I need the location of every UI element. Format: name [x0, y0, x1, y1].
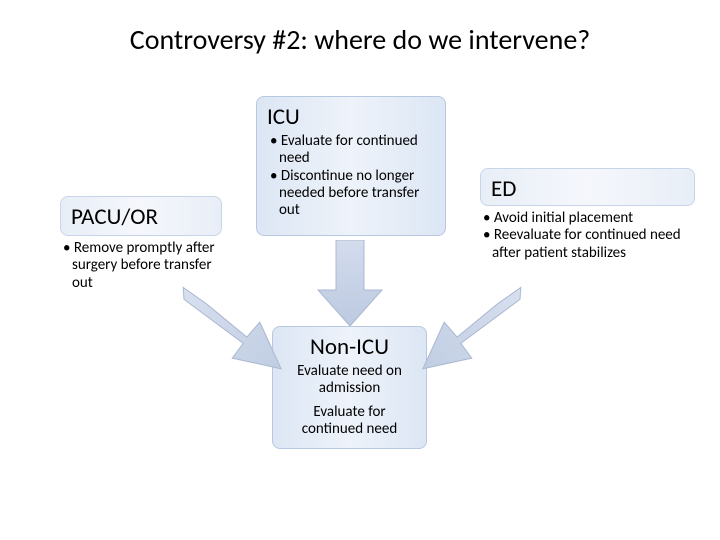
node-ed-title: ED	[491, 175, 684, 203]
node-ed-bullets: • Avoid initial placement • Reevaluate f…	[480, 210, 700, 262]
arrow-pacu-to-nonicu	[178, 276, 288, 376]
node-ed-bullet-0: • Avoid initial placement	[480, 210, 700, 227]
slide-title: Controversy #2: where do we intervene?	[0, 22, 720, 57]
node-ed-bullet-1: • Reevaluate for continued need after pa…	[480, 227, 700, 262]
node-icu-bullets: • Evaluate for continued need • Disconti…	[267, 133, 435, 219]
node-icu: ICU • Evaluate for continued need • Disc…	[256, 96, 446, 236]
node-ed: ED	[480, 168, 695, 206]
node-icu-bullet-0: • Evaluate for continued need	[267, 133, 435, 168]
node-nonicu: Non-ICU Evaluate need on admission Evalu…	[272, 326, 427, 449]
node-nonicu-lines: Evaluate need on admission Evaluate for …	[283, 363, 416, 438]
arrow-ed-to-nonicu	[416, 276, 526, 376]
node-pacu: PACU/OR	[60, 196, 222, 236]
node-nonicu-line-0: Evaluate need on admission	[283, 363, 416, 398]
arrow-icu-to-nonicu	[310, 240, 390, 326]
node-icu-title: ICU	[267, 103, 435, 131]
node-nonicu-line-1: Evaluate for continued need	[283, 404, 416, 439]
node-pacu-title: PACU/OR	[71, 203, 211, 231]
node-nonicu-title: Non-ICU	[283, 333, 416, 361]
node-icu-bullet-1: • Discontinue no longer needed before tr…	[267, 168, 435, 220]
